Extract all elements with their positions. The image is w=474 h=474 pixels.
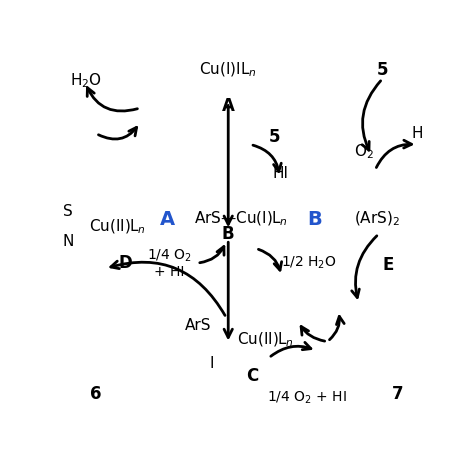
Text: 1/2 H$_2$O: 1/2 H$_2$O xyxy=(282,255,337,271)
Text: + HI: + HI xyxy=(154,265,185,279)
Text: 1/4 O$_2$ + HI: 1/4 O$_2$ + HI xyxy=(267,390,347,406)
Text: B: B xyxy=(307,210,322,229)
Text: A: A xyxy=(160,210,175,229)
Text: 7: 7 xyxy=(392,385,403,403)
Text: I: I xyxy=(210,356,214,371)
Text: 1/4 O$_2$: 1/4 O$_2$ xyxy=(147,247,192,264)
Text: A: A xyxy=(222,97,235,115)
Text: H: H xyxy=(411,126,423,141)
Text: Cu(II)L$_n$: Cu(II)L$_n$ xyxy=(237,330,294,349)
Text: N: N xyxy=(63,234,74,249)
Text: O$_2$: O$_2$ xyxy=(354,142,374,161)
Text: S: S xyxy=(63,204,73,219)
Text: ArS: ArS xyxy=(185,318,212,333)
Text: 6: 6 xyxy=(90,385,102,403)
Text: D: D xyxy=(118,254,132,272)
Text: 5: 5 xyxy=(269,128,280,146)
Text: E: E xyxy=(383,256,394,274)
Text: Cu(I)IL$_n$: Cu(I)IL$_n$ xyxy=(199,61,257,79)
Text: C: C xyxy=(246,367,258,385)
Text: B: B xyxy=(222,225,235,243)
Text: Cu(II)L$_n$: Cu(II)L$_n$ xyxy=(89,218,146,236)
Text: ArS—Cu(I)L$_n$: ArS—Cu(I)L$_n$ xyxy=(194,210,288,228)
Text: HI: HI xyxy=(272,166,288,181)
Text: (ArS)$_2$: (ArS)$_2$ xyxy=(354,210,400,228)
Text: H$_2$O: H$_2$O xyxy=(70,72,102,90)
Text: 5: 5 xyxy=(377,61,388,79)
